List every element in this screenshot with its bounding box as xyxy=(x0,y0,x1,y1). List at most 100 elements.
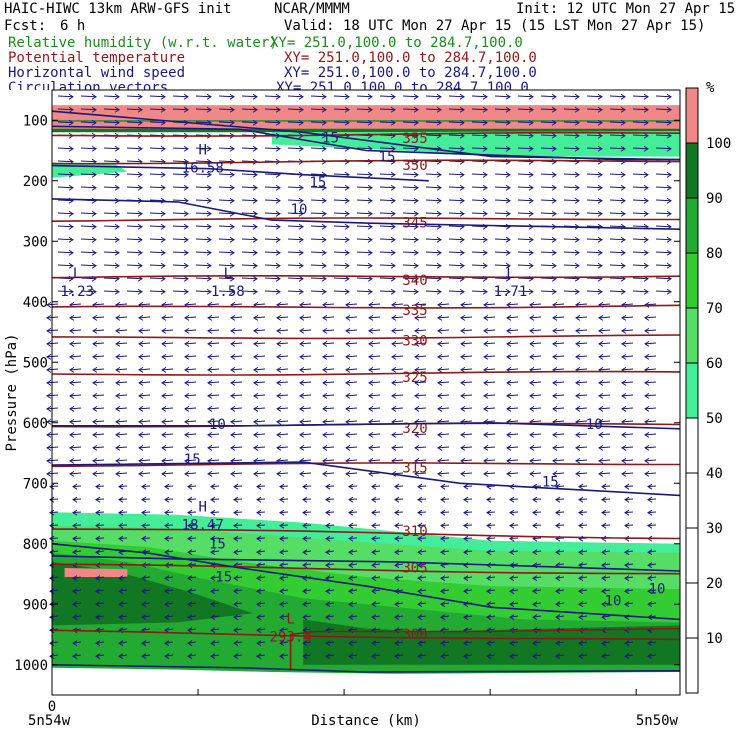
wind-vector xyxy=(371,483,381,490)
rh-fill-area xyxy=(271,131,680,157)
wind-vector xyxy=(414,353,427,360)
wind-vector xyxy=(149,93,166,100)
wind-vector xyxy=(233,575,243,582)
theta-contour-line xyxy=(51,462,680,468)
wind-vector xyxy=(529,470,542,477)
wind-vector xyxy=(644,470,657,477)
wind-vector xyxy=(394,522,404,529)
wind-vector xyxy=(276,431,289,438)
wind-vector xyxy=(92,470,105,477)
wind-vector xyxy=(72,522,82,529)
wind-vector xyxy=(322,405,335,412)
wind-vector xyxy=(529,379,542,386)
wind-vector xyxy=(494,184,511,191)
wind-vector xyxy=(586,171,603,178)
wind-vector xyxy=(325,562,335,569)
wind-vector xyxy=(161,457,174,464)
wind-vector xyxy=(302,614,312,621)
wind-vector xyxy=(494,106,511,113)
wind-vector xyxy=(563,210,580,217)
wind-vector xyxy=(578,483,588,490)
wind-vector xyxy=(276,353,289,360)
wind-vector xyxy=(149,288,166,295)
wind-vector xyxy=(57,93,74,100)
wind-vector xyxy=(379,171,396,178)
wind-vector xyxy=(471,132,488,139)
wind-vector xyxy=(279,535,289,542)
wind-vector xyxy=(417,601,427,608)
wind-vector xyxy=(609,145,626,152)
wind-vector xyxy=(195,288,212,295)
wind-vector xyxy=(230,444,243,451)
wind-vector xyxy=(279,614,289,621)
wind-vector xyxy=(368,301,381,308)
wind-vector xyxy=(575,431,588,438)
wind-vector xyxy=(471,184,488,191)
wind-vector xyxy=(345,353,358,360)
wind-vector xyxy=(218,223,235,230)
wind-vector xyxy=(80,171,97,178)
wind-vector xyxy=(325,640,335,647)
wind-vector xyxy=(345,431,358,438)
wind-vector xyxy=(601,653,611,660)
wind-vector xyxy=(279,522,289,529)
wind-vector xyxy=(149,184,166,191)
wind-vector xyxy=(118,588,128,595)
wind-vector xyxy=(95,535,105,542)
colorbar-tick-label: 10 xyxy=(706,631,723,647)
wind-vector xyxy=(552,314,565,321)
wind-vector xyxy=(184,418,197,425)
wind-vector xyxy=(187,588,197,595)
wind-vector xyxy=(253,366,266,373)
wind-vector xyxy=(184,457,197,464)
wind-vector xyxy=(379,236,396,243)
wind-vector xyxy=(253,379,266,386)
wind-vector xyxy=(49,522,59,529)
wind-vector xyxy=(578,496,588,503)
wind-vector xyxy=(161,379,174,386)
wind-vector xyxy=(517,171,534,178)
wind-vector xyxy=(460,353,473,360)
wind-vector xyxy=(69,340,82,347)
wind-vector xyxy=(632,210,649,217)
wind-vector xyxy=(49,614,59,621)
wind-vector xyxy=(333,106,350,113)
wind-vector xyxy=(333,236,350,243)
wind-vector xyxy=(164,653,174,660)
wind-vector xyxy=(578,575,588,582)
wind-vector xyxy=(394,640,404,647)
wind-vector xyxy=(218,171,235,178)
wind-vector xyxy=(322,431,335,438)
wind-vector xyxy=(540,106,557,113)
wind-vector xyxy=(207,470,220,477)
wind-vector xyxy=(506,379,519,386)
wind-vector xyxy=(57,249,74,256)
wind-vector xyxy=(391,340,404,347)
wind-vector xyxy=(644,405,657,412)
wind-vector xyxy=(115,431,128,438)
wind-vector xyxy=(624,509,634,516)
wind-vector xyxy=(276,327,289,334)
wind-vector xyxy=(210,614,220,621)
wind-vector xyxy=(241,249,258,256)
wind-vector xyxy=(138,418,151,425)
wind-vector xyxy=(437,379,450,386)
theta-contour-line xyxy=(51,304,681,309)
wind-speed-label: 15 xyxy=(184,452,201,468)
wind-vector xyxy=(233,653,243,660)
wind-vector xyxy=(483,379,496,386)
wind-vector xyxy=(379,262,396,269)
wind-vector xyxy=(57,288,74,295)
wind-vector xyxy=(414,327,427,334)
wind-vector xyxy=(233,640,243,647)
wind-vector xyxy=(414,340,427,347)
wind-vector xyxy=(506,444,519,451)
wind-vector xyxy=(494,132,511,139)
wind-vector xyxy=(241,145,258,152)
wind-vector xyxy=(126,119,143,126)
wind-vector xyxy=(563,132,580,139)
wind-vector xyxy=(92,392,105,399)
wind-vector xyxy=(126,145,143,152)
wind-vector xyxy=(310,119,327,126)
wind-vector xyxy=(471,210,488,217)
